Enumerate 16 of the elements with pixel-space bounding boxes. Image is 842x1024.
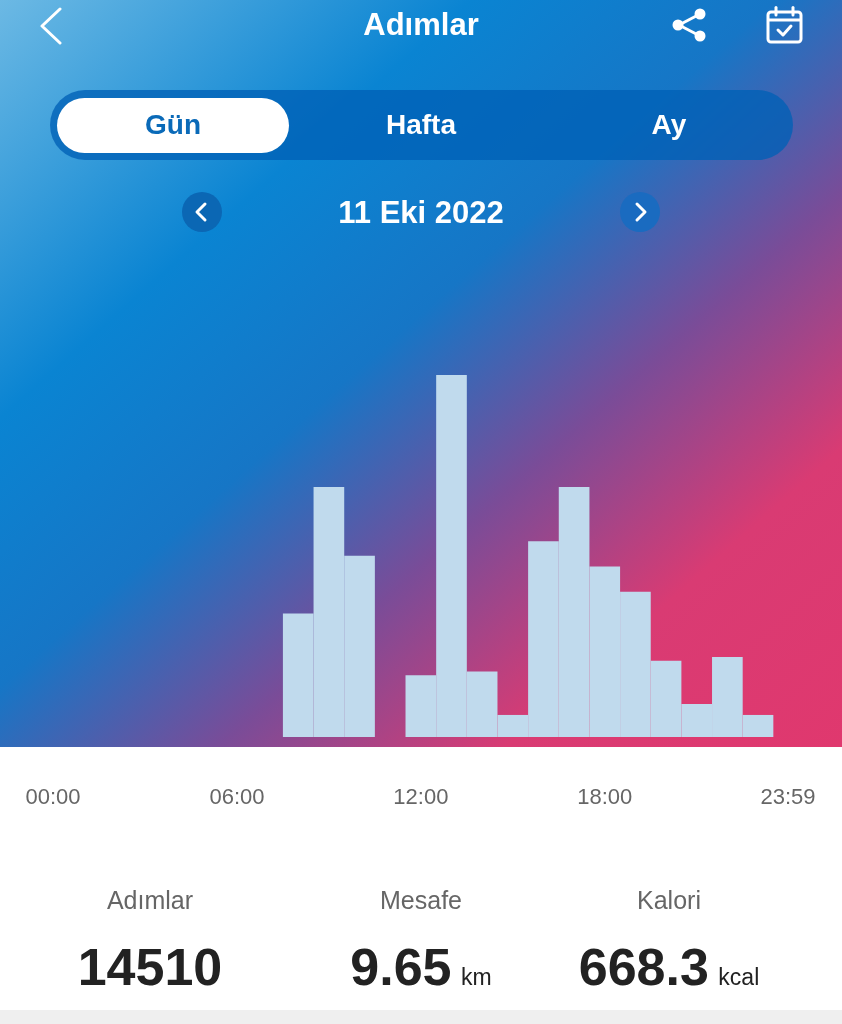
x-tick-label: 12:00: [393, 784, 449, 810]
text: 14510: [77, 938, 223, 996]
text: Gün: [144, 108, 202, 142]
text: Kalori: [636, 885, 702, 915]
text: Adımlar: [105, 885, 195, 915]
chart-title: Adımlar: [362, 6, 480, 44]
text: Ay: [650, 108, 688, 142]
x-tick-label: 18:00: [577, 784, 633, 810]
text: Mesafe: [379, 885, 463, 915]
x-tick-label: 23:59: [760, 784, 816, 810]
text: 668.3 kcal: [578, 938, 760, 996]
text: 9.65 km: [350, 938, 492, 996]
x-tick-label: 00:00: [25, 784, 81, 810]
text: Hafta: [385, 108, 458, 142]
chart-subtitle: 11 Eki 2022: [337, 194, 505, 232]
x-tick-label: 06:00: [209, 784, 265, 810]
